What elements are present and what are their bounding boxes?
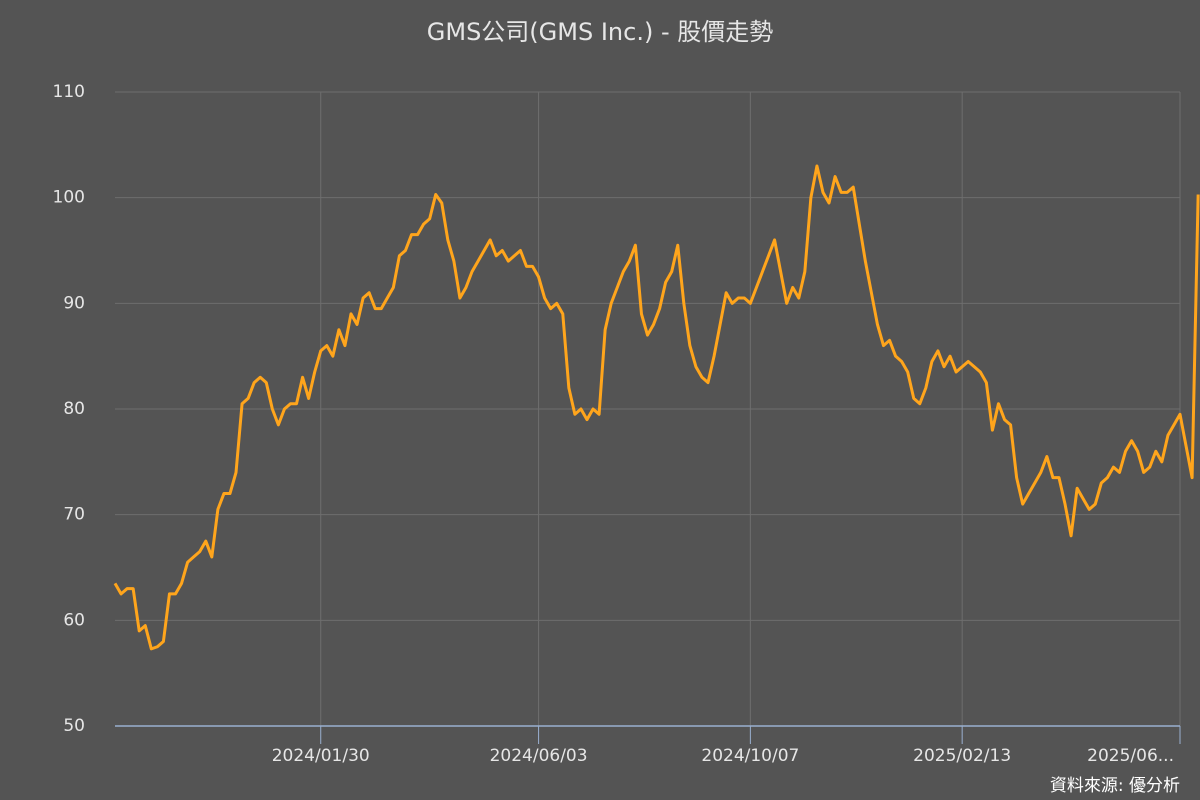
y-tick-label: 70 <box>63 505 85 525</box>
x-tick-label: 2024/06/03 <box>490 746 588 766</box>
x-tick-label: 2025/02/13 <box>913 746 1011 766</box>
chart-title: GMS公司(GMS Inc.) - 股價走勢 <box>427 18 773 46</box>
y-tick-label: 100 <box>53 188 85 208</box>
y-tick-label: 110 <box>53 82 85 102</box>
source-note: 資料來源: 優分析 <box>1050 776 1180 796</box>
y-tick-label: 60 <box>63 610 85 630</box>
y-tick-label: 80 <box>63 399 85 419</box>
y-tick-label: 50 <box>63 716 85 736</box>
x-tick-label: 2024/10/07 <box>701 746 799 766</box>
x-tick-label: 2025/06... <box>1087 746 1174 766</box>
y-tick-label: 90 <box>63 293 85 313</box>
price-line <box>113 164 1200 651</box>
x-tick-label: 2024/01/30 <box>272 746 370 766</box>
